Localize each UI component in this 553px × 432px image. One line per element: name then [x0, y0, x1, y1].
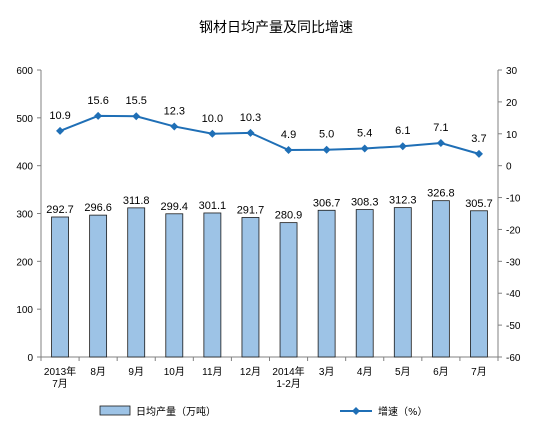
legend: 日均产量（万吨） 增速（%） — [99, 405, 428, 418]
x-tick-label: 3月 — [319, 366, 335, 378]
y-right-tick-label: 0 — [506, 162, 512, 173]
x-tick-label: 4月 — [357, 366, 373, 378]
line-value-label: 5.4 — [357, 127, 372, 139]
bar-value-label: 305.7 — [465, 198, 493, 210]
y-right-tick-label: -20 — [506, 225, 521, 236]
bar-value-label: 311.8 — [123, 195, 150, 207]
bar-value-label: 299.4 — [161, 201, 189, 213]
axes: 0 100 200 300 400 500 600 -60 -50 -40 -30 -20 -10 0 10… — [16, 66, 521, 390]
x-tick-label: 7月 — [471, 366, 487, 378]
bar-value-label: 312.3 — [389, 195, 417, 207]
bar-series — [51, 200, 488, 358]
legend-bar-swatch — [99, 405, 131, 416]
line-point — [322, 145, 331, 154]
growth-line — [59, 114, 480, 155]
y-left-tick-label: 300 — [16, 210, 33, 221]
line-point — [474, 149, 483, 158]
legend-bar-label: 日均产量（万吨） — [136, 405, 216, 418]
x-tick-label: 2013年 7月 — [44, 365, 76, 390]
line-point — [208, 129, 217, 138]
x-tick-label: 10月 — [164, 366, 185, 378]
line-value-label: 3.7 — [471, 133, 486, 145]
y-left-tick-label: 400 — [16, 162, 33, 173]
line-value-label: 10.0 — [202, 113, 223, 125]
bar-value-label: 292.7 — [46, 204, 74, 216]
line-value-label: 7.1 — [433, 122, 448, 134]
legend-line-label: 增速（%） — [378, 405, 428, 418]
line-point — [284, 146, 293, 155]
data-labels: 292.7 296.6 311.8 299.4 301.1 291.7 280.9 306.7… — [46, 95, 492, 222]
y-right-tick-label: -60 — [506, 353, 521, 364]
bar — [431, 200, 450, 358]
chart-title: 钢材日均产量及同比增速 — [199, 20, 353, 36]
line-value-label: 15.5 — [125, 95, 146, 107]
line-value-label: 5.0 — [319, 129, 334, 141]
x-tick-label: 11月 — [202, 366, 222, 378]
line-point — [360, 144, 369, 153]
line-value-label: 12.3 — [164, 105, 185, 117]
bar — [165, 213, 184, 358]
y-right-tick-label: 10 — [506, 130, 518, 141]
y-left-tick-label: 200 — [16, 257, 33, 268]
line-point — [246, 128, 255, 137]
y-left-tick-label: 500 — [16, 114, 33, 125]
y-right-tick-label: -10 — [506, 194, 521, 205]
line-series — [56, 111, 483, 158]
bar-value-label: 301.1 — [199, 200, 227, 212]
line-value-label: 15.6 — [87, 95, 108, 107]
bar — [279, 222, 298, 358]
y-left-tick-label: 100 — [16, 305, 33, 316]
x-tick-label: 6月 — [433, 366, 449, 378]
bar-value-label: 326.8 — [427, 188, 455, 200]
line-point — [398, 142, 407, 151]
line-value-label: 10.9 — [49, 110, 70, 122]
bar-value-label: 308.3 — [351, 197, 379, 209]
bar — [127, 207, 146, 358]
line-point — [436, 139, 445, 148]
y-left-tick-label: 600 — [16, 66, 33, 77]
bar — [317, 209, 336, 358]
y-left-tick-label: 0 — [27, 353, 33, 364]
line-point — [56, 126, 65, 135]
bar-value-label: 280.9 — [275, 210, 303, 222]
bar-value-label: 291.7 — [237, 204, 265, 216]
x-tick-label: 8月 — [90, 366, 106, 378]
bar — [355, 209, 374, 358]
y-right-tick-label: -40 — [506, 289, 521, 300]
x-tick-label: 12月 — [240, 366, 261, 378]
y-right-tick-label: 30 — [506, 66, 518, 77]
bar-value-label: 306.7 — [313, 197, 341, 209]
x-tick-label: 2014年 1-2月 — [272, 365, 304, 390]
bar — [470, 210, 488, 358]
y-right-tick-label: 20 — [506, 98, 518, 109]
legend-line-marker — [352, 407, 360, 415]
line-point — [94, 111, 103, 120]
x-tick-label: 9月 — [128, 366, 144, 378]
line-point — [170, 122, 179, 131]
line-point — [132, 112, 141, 121]
line-value-label: 6.1 — [395, 125, 410, 137]
line-value-label: 4.9 — [281, 129, 296, 141]
bar — [241, 217, 260, 358]
bar — [393, 207, 412, 358]
bar-value-label: 296.6 — [84, 202, 112, 214]
x-tick-label: 5月 — [395, 366, 411, 378]
bar — [89, 214, 108, 358]
bar — [203, 212, 222, 358]
line-value-label: 10.3 — [240, 112, 261, 124]
y-right-tick-label: -50 — [506, 321, 521, 332]
bar — [51, 216, 69, 358]
y-right-tick-label: -30 — [506, 257, 521, 268]
